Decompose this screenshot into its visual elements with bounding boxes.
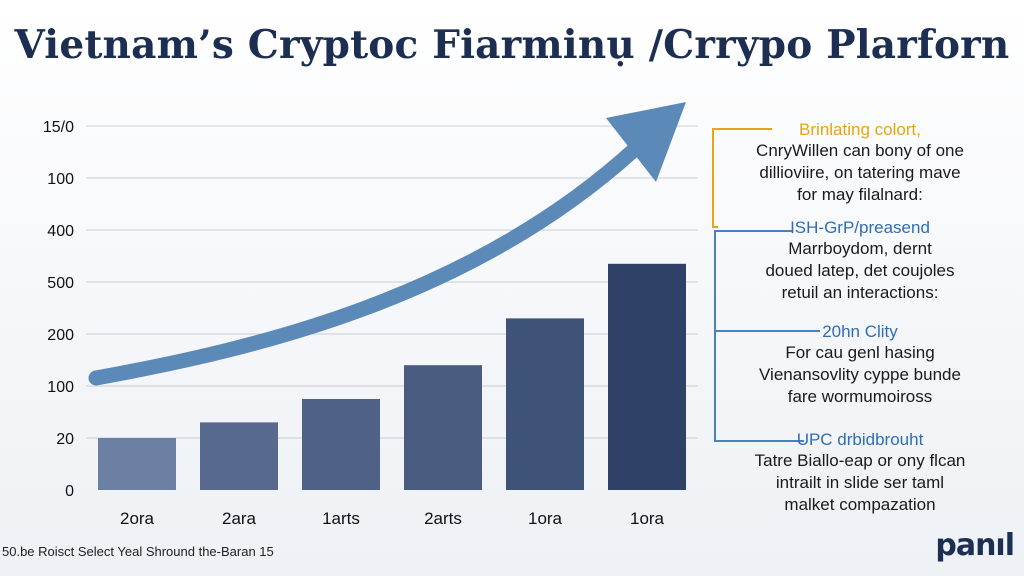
- trend-arrow-head: [606, 102, 686, 182]
- annotation-4-line-3: malket compazation: [784, 495, 936, 514]
- bracket-1-bottom: [712, 226, 718, 228]
- x-tick-label: 2arts: [424, 509, 462, 528]
- bars: [98, 263, 686, 490]
- chart-title: Vietnam’s Cryptoc Fiarminụ /Crrypo Plarf…: [14, 22, 1010, 68]
- bracket-2: [714, 230, 716, 330]
- y-axis-ticks: 0 20 100 200 500 400 100 15/0: [43, 119, 74, 500]
- annotation-1-head: Brinlating colort,: [799, 120, 921, 139]
- annotation-4: UPC drbidbrouht Tatre Biallo-eap or ony …: [700, 430, 1020, 516]
- annotation-panel: Brinlating colort, CnryWillen can bony o…: [700, 118, 1020, 514]
- annotation-3-head: 20hn Clity: [822, 322, 898, 341]
- bar: [98, 438, 176, 490]
- bar: [302, 399, 380, 490]
- y-tick-label: 400: [47, 223, 74, 240]
- annotation-4-line-1: Tatre Biallo-eap or ony flcan: [754, 451, 966, 470]
- annotation-1: Brinlating colort, CnryWillen can bony o…: [700, 120, 1020, 206]
- y-tick-label: 100: [47, 171, 74, 188]
- annotation-2-line-2: doued latep, det coujoles: [765, 261, 955, 280]
- bar: [506, 318, 584, 490]
- x-tick-label: 2ara: [222, 509, 257, 528]
- bracket-3-top: [714, 330, 820, 332]
- annotation-3-line-1: For cau genl hasing: [785, 343, 935, 362]
- annotation-3-line-3: fare wormumoiross: [787, 387, 933, 406]
- annotation-2-line-1: Marrboydom, dernt: [788, 239, 932, 258]
- y-tick-label: 0: [65, 483, 74, 500]
- y-tick-label: 20: [56, 431, 74, 448]
- bracket-1-top: [712, 128, 772, 130]
- trend-arrow-shaft: [88, 140, 644, 386]
- brand-logo: panıl: [935, 528, 1015, 563]
- x-tick-label: 1ora: [630, 509, 665, 528]
- footer-caption: 50.be Roisct Select Yeal Shround the-Bar…: [2, 544, 274, 559]
- bracket-1: [712, 128, 714, 228]
- x-axis-ticks: 2ora 2ara 1arts 2arts 1ora 1ora: [120, 509, 665, 528]
- y-tick-label: 15/0: [43, 119, 74, 136]
- annotation-4-line-2: intrailt in slide ser taml: [775, 473, 945, 492]
- annotation-4-head: UPC drbidbrouht: [796, 430, 924, 449]
- annotation-2: ISH-GrP/preasend Marrboydom, dernt doued…: [700, 218, 1020, 304]
- x-tick-label: 1arts: [322, 509, 360, 528]
- y-tick-label: 100: [47, 379, 74, 396]
- bracket-3: [714, 330, 716, 442]
- bracket-3-bottom: [714, 440, 804, 442]
- x-tick-label: 2ora: [120, 509, 155, 528]
- y-tick-label: 500: [47, 275, 74, 292]
- bracket-2-top: [714, 230, 792, 232]
- bar: [200, 422, 278, 490]
- annotation-1-line-2: dillioviire, on tatering mave: [759, 163, 961, 182]
- trend-arrow: [88, 102, 686, 386]
- annotation-1-line-1: CnryWillen can bony of one: [756, 141, 964, 160]
- annotation-3: 20hn Clity For cau genl hasing Vienansov…: [700, 322, 1020, 408]
- annotation-2-line-3: retuil an interactions:: [781, 283, 939, 302]
- y-tick-label: 200: [47, 327, 74, 344]
- bar: [404, 365, 482, 490]
- bar: [608, 263, 686, 490]
- annotation-3-line-2: Vienansovlity cyppe bunde: [759, 365, 961, 384]
- bar-chart: 0 20 100 200 500 400 100 15/0 2ora 2ara 1arts 2art…: [43, 102, 698, 528]
- annotation-2-head: ISH-GrP/preasend: [790, 218, 930, 237]
- x-tick-label: 1ora: [528, 509, 563, 528]
- annotation-1-line-3: for may filalnard:: [797, 185, 923, 204]
